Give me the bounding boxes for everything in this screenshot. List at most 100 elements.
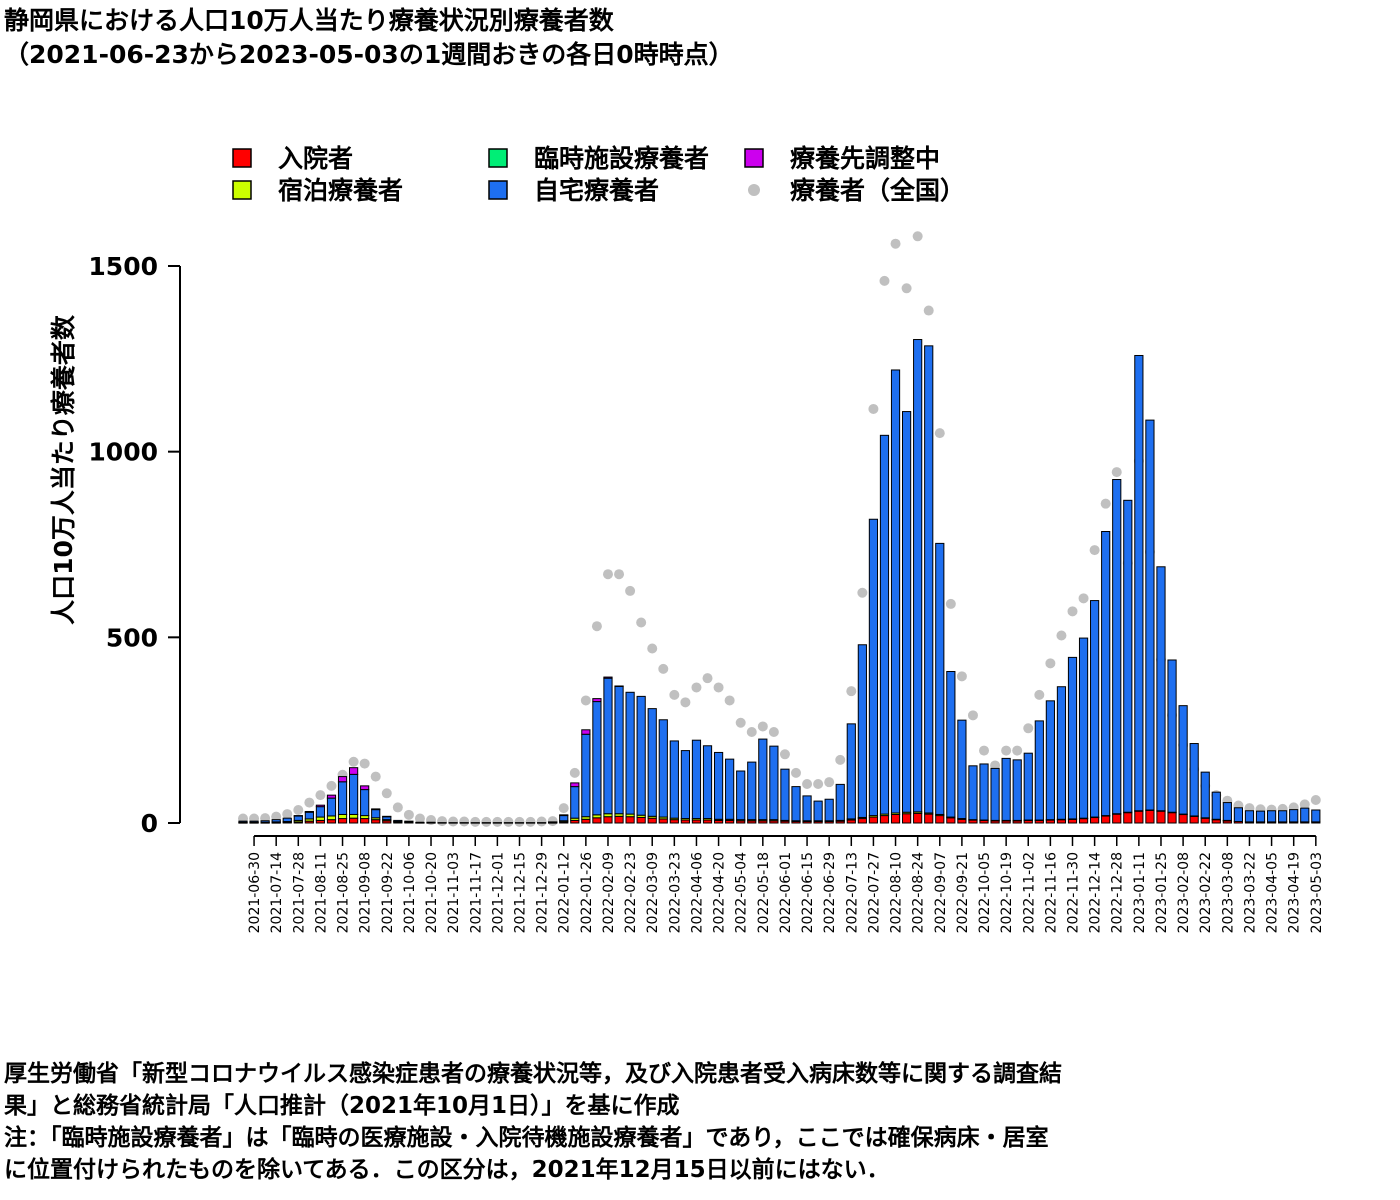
national-point (1056, 630, 1067, 641)
bar-segment (548, 821, 558, 823)
bar-segment (304, 810, 314, 813)
bar-segment (1178, 705, 1188, 815)
national-point (580, 695, 591, 706)
title-line-2: （2021-06-23から2023-05-03の1週間おきの各日0時時点） (4, 40, 734, 69)
national-point (735, 717, 746, 728)
x-tick-label: 2021-11-17 (468, 852, 484, 933)
bar-segment (1156, 566, 1166, 812)
bar-segment (879, 815, 890, 824)
bar-segment (315, 804, 326, 808)
bar-segment (1266, 810, 1277, 823)
x-tick-label: 2023-02-08 (1176, 852, 1192, 933)
bar-segment (1222, 802, 1232, 821)
national-point (1100, 498, 1111, 509)
national-point (934, 428, 945, 439)
bar-segment (669, 819, 679, 824)
x-tick-label: 2023-05-03 (1309, 852, 1325, 933)
bar-segment (780, 768, 790, 821)
legend-label: 療養先調整中 (790, 144, 940, 173)
national-point (1034, 689, 1045, 700)
source-notes: 厚生労働省「新型コロナウイルス感染症患者の療養状況等，及び入院患者受入病床数等に… (4, 1058, 1396, 1186)
national-point (503, 816, 514, 827)
bar-segment (902, 813, 912, 824)
bar-segment (769, 745, 779, 821)
bar-segment (1134, 810, 1144, 824)
x-tick-label: 2022-06-15 (800, 852, 816, 933)
chart-title: 静岡県における人口10万人当たり療養状況別療養者数 （2021-06-23から20… (4, 4, 734, 72)
bar-segment (824, 798, 834, 822)
x-tick-label: 2023-02-22 (1198, 852, 1214, 933)
bar-segment (669, 740, 679, 819)
national-point (381, 788, 392, 799)
bar-segment (1167, 812, 1177, 824)
national-point (835, 754, 846, 765)
national-point (979, 745, 990, 756)
x-tick-label: 2022-01-26 (579, 852, 595, 933)
bar-segment (902, 411, 912, 813)
bar-segment (360, 818, 370, 824)
national-point (536, 816, 547, 827)
bar-segment (713, 751, 724, 820)
bar-segment (1156, 810, 1166, 824)
national-point (525, 816, 536, 827)
bar-segment (326, 797, 337, 817)
national-point (813, 779, 824, 790)
y-tick-label: 500 (106, 623, 158, 652)
bar-segment (636, 816, 646, 824)
national-point (945, 598, 956, 609)
x-tick-label: 2021-12-29 (535, 852, 551, 933)
national-point (857, 587, 868, 598)
bar-segment (935, 542, 945, 815)
national-point (1012, 745, 1023, 756)
legend-swatch (488, 180, 508, 200)
bar-segment (946, 670, 956, 818)
bar-segment (857, 644, 867, 818)
bar-segment (260, 820, 270, 823)
bar-segment (935, 815, 945, 824)
x-tick-label: 2022-12-28 (1110, 852, 1126, 933)
national-point (647, 643, 658, 654)
x-tick-label: 2022-08-24 (911, 852, 927, 933)
x-tick-label: 2022-12-14 (1088, 852, 1104, 933)
x-tick-label: 2022-05-04 (734, 852, 750, 933)
bar-segment (592, 701, 602, 816)
bar-segment (393, 819, 403, 823)
x-tick-label: 2022-07-13 (844, 852, 860, 933)
legend-label: 療養者（全国） (790, 176, 965, 205)
bar-segment (448, 822, 458, 824)
national-point (1067, 606, 1078, 617)
x-tick-label: 2022-09-21 (955, 852, 971, 933)
x-tick-label: 2022-07-27 (866, 852, 882, 933)
x-tick-label: 2022-03-23 (667, 852, 683, 933)
bar-segment (349, 813, 359, 819)
national-point (459, 816, 470, 827)
bar-segment (625, 816, 635, 824)
x-tick-label: 2022-03-09 (645, 852, 661, 933)
bar-segment (525, 822, 536, 824)
bar-segment (1178, 813, 1188, 824)
national-point (724, 695, 735, 706)
bar-segment (337, 818, 348, 824)
note-line-3: 注：「臨時施設療養者」は「臨時の医療施設・入院待機施設療養者」であり，ここでは確… (4, 1125, 1049, 1151)
national-point (591, 621, 602, 632)
national-point (746, 727, 757, 738)
bar-segment (382, 815, 392, 818)
bar-segment (1244, 810, 1255, 823)
bar-segment (680, 750, 690, 820)
bar-segment (857, 818, 867, 824)
legend-label: 臨時施設療養者 (534, 144, 709, 173)
national-point (757, 721, 768, 732)
x-tick-label: 2022-11-16 (1043, 852, 1059, 933)
y-axis-label: 人口10万人当たり療養者数 (49, 314, 78, 625)
bar-segment (592, 817, 602, 824)
bar-segment (913, 812, 923, 824)
bar-segment (1090, 600, 1100, 818)
national-point (282, 809, 293, 820)
national-point (293, 805, 304, 816)
bar-segment (1045, 700, 1055, 821)
bar-segment (581, 733, 591, 818)
national-point (702, 673, 713, 684)
national-point (879, 275, 890, 286)
bar-segment (614, 685, 624, 815)
bar-segment (658, 719, 668, 818)
